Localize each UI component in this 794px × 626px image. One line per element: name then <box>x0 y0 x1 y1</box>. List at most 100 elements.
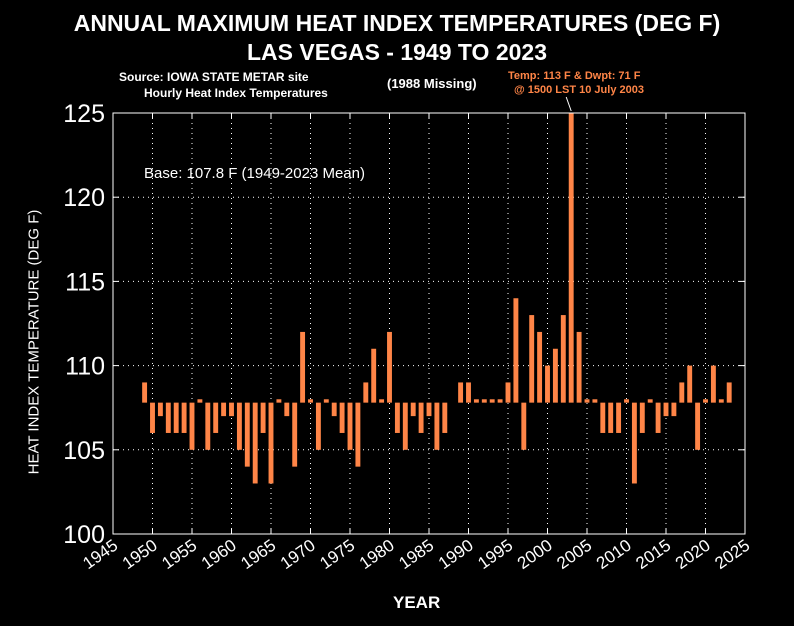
bar-1995 <box>505 382 511 403</box>
bar-1978 <box>371 348 377 403</box>
bar-1962 <box>244 402 250 467</box>
bar-1969 <box>300 331 306 403</box>
bar-1966 <box>276 399 282 403</box>
bar-1977 <box>363 382 369 403</box>
bar-1954 <box>181 402 187 433</box>
peak-pointer-line <box>565 96 572 112</box>
bar-2021 <box>710 365 716 403</box>
source-note-line1: Source: IOWA STATE METAR site <box>119 70 309 84</box>
bar-1975 <box>347 402 353 450</box>
bar-1989 <box>458 382 464 403</box>
bar-2011 <box>631 402 637 484</box>
peak-annotation-line1: Temp: 113 F & Dwpt: 71 F <box>508 70 641 82</box>
x-tick-label: 2000 <box>514 536 556 573</box>
y-tick-label: 110 <box>65 353 105 381</box>
bar-1955 <box>189 402 195 450</box>
x-tick-label: 1950 <box>119 536 161 573</box>
x-tick-label: 1960 <box>198 536 240 573</box>
bar-1951 <box>157 402 163 417</box>
bar-2013 <box>647 399 653 403</box>
bar-1983 <box>410 402 416 417</box>
chart-title: ANNUAL MAXIMUM HEAT INDEX TEMPERATURES (… <box>73 10 721 36</box>
x-tick-label: 1985 <box>395 536 437 573</box>
chart-subtitle: LAS VEGAS - 1949 TO 2023 <box>247 39 547 65</box>
bar-1957 <box>205 402 211 450</box>
y-tick-label: 115 <box>65 268 105 296</box>
x-tick-label: 2025 <box>711 536 753 573</box>
bar-1972 <box>323 399 329 403</box>
bar-2016 <box>671 402 677 417</box>
bar-2017 <box>679 382 685 403</box>
bar-1970 <box>308 399 313 403</box>
bar-1980 <box>387 331 392 403</box>
bar-1964 <box>260 402 266 433</box>
x-tick-label: 1965 <box>237 536 279 573</box>
bar-2012 <box>639 402 645 433</box>
x-tick-label: 1990 <box>435 536 477 573</box>
bar-2022 <box>718 399 724 403</box>
bar-1981 <box>394 402 400 433</box>
bar-1974 <box>339 402 345 433</box>
base-label: Base: 107.8 F (1949-2023 Mean) <box>144 165 365 182</box>
x-tick-label: 1980 <box>356 536 398 573</box>
bar-1961 <box>236 402 242 450</box>
x-tick-label: 2005 <box>553 536 595 573</box>
bar-2023 <box>726 382 732 403</box>
source-note-line2: Hourly Heat Index Temperatures <box>144 86 328 100</box>
bar-1971 <box>315 402 321 450</box>
bar-1998 <box>529 315 535 403</box>
bar-2003 <box>568 113 574 403</box>
bar-2018 <box>687 365 693 403</box>
bar-1985 <box>426 402 432 417</box>
bar-1994 <box>497 399 503 403</box>
x-tick-label: 2020 <box>672 536 714 573</box>
x-tick-label: 1955 <box>158 536 200 573</box>
bar-1949 <box>142 382 148 403</box>
x-tick-label: 2015 <box>632 536 674 573</box>
peak-annotation-line2: @ 1500 LST 10 July 2003 <box>514 84 644 96</box>
y-tick-label: 120 <box>63 184 105 212</box>
bar-1997 <box>521 402 527 450</box>
bar-1996 <box>513 298 519 403</box>
bar-1979 <box>379 399 385 403</box>
bar-2007 <box>600 402 606 433</box>
bar-1963 <box>252 402 258 484</box>
bar-1960 <box>229 402 234 417</box>
bar-2014 <box>655 402 661 433</box>
bar-2019 <box>695 402 701 450</box>
bar-1952 <box>165 402 171 433</box>
bar-1987 <box>442 402 448 433</box>
bar-2002 <box>560 315 566 403</box>
y-tick-label: 100 <box>63 521 105 549</box>
bar-1990 <box>466 382 471 403</box>
bar-1976 <box>355 402 361 467</box>
bar-2004 <box>576 331 582 403</box>
missing-year-note: (1988 Missing) <box>387 76 477 91</box>
bar-1953 <box>173 402 179 433</box>
bar-2020 <box>703 399 708 403</box>
bar-1982 <box>402 402 408 450</box>
bar-2006 <box>592 399 598 403</box>
y-tick-label: 105 <box>63 437 105 465</box>
bar-1956 <box>197 399 203 403</box>
bar-2000 <box>545 365 550 403</box>
bar-2009 <box>616 402 622 433</box>
bar-1991 <box>473 399 479 403</box>
y-tick-label: 125 <box>63 100 105 128</box>
bar-1967 <box>284 402 290 417</box>
bar-2010 <box>624 399 629 403</box>
bar-2015 <box>663 402 669 417</box>
bar-1992 <box>481 399 487 403</box>
x-tick-label: 1975 <box>316 536 358 573</box>
bar-2001 <box>552 348 558 403</box>
bar-2005 <box>584 399 590 403</box>
bar-1999 <box>537 331 543 403</box>
bar-1984 <box>418 402 424 433</box>
x-tick-label: 1970 <box>277 536 319 573</box>
bar-1950 <box>150 402 155 433</box>
bar-2008 <box>608 402 614 433</box>
x-tick-label: 2010 <box>593 536 635 573</box>
bar-1986 <box>434 402 440 450</box>
bar-1965 <box>268 402 274 484</box>
